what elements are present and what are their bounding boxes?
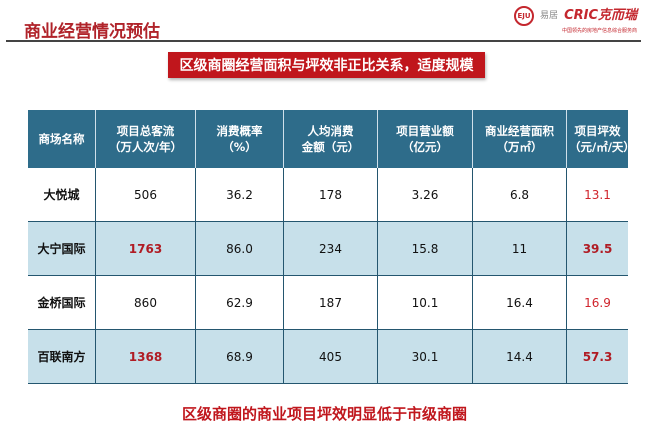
cell: 405 bbox=[283, 329, 378, 384]
cell-name: 大悦城 bbox=[28, 168, 96, 222]
cell-name: 大宁国际 bbox=[28, 221, 96, 276]
page-title: 商业经营情况预估 bbox=[24, 22, 160, 42]
cell: 1763 bbox=[95, 221, 196, 276]
table-row: 大宁国际 1763 86.0 234 15.8 11 39.5 bbox=[28, 221, 628, 276]
cell: 86.0 bbox=[195, 221, 284, 276]
col-header: 项目营业额 （亿元） bbox=[377, 110, 473, 168]
cell: 3.26 bbox=[377, 168, 473, 222]
col-header: 消费概率 （%） bbox=[195, 110, 284, 168]
yiju-logo: 易居 bbox=[540, 11, 559, 21]
cell: 68.9 bbox=[195, 329, 284, 384]
cell: 6.8 bbox=[472, 168, 567, 222]
cell-efficiency: 57.3 bbox=[566, 329, 628, 384]
cell: 15.8 bbox=[377, 221, 473, 276]
table-row: 百联南方 1368 68.9 405 30.1 14.4 57.3 bbox=[28, 329, 628, 384]
cell: 860 bbox=[95, 275, 196, 330]
cell-efficiency: 13.1 bbox=[566, 168, 628, 222]
cric-tagline: 中国领先的房地产信息综合服务商 bbox=[561, 28, 637, 34]
headline-banner: 区级商圈经营面积与坪效非正比关系，适度规模 bbox=[168, 52, 485, 78]
cell-name: 金桥国际 bbox=[28, 275, 96, 330]
table-row: 金桥国际 860 62.9 187 10.1 16.4 16.9 bbox=[28, 275, 628, 330]
cell-efficiency: 39.5 bbox=[566, 221, 628, 276]
cell: 14.4 bbox=[472, 329, 567, 384]
col-header: 项目总客流 （万人次/年） bbox=[95, 110, 196, 168]
cell: 1368 bbox=[95, 329, 196, 384]
col-header: 商场名称 bbox=[28, 110, 96, 168]
cell: 11 bbox=[472, 221, 567, 276]
cell: 10.1 bbox=[377, 275, 473, 330]
data-table: 商场名称 项目总客流 （万人次/年） 消费概率 （%） 人均消费 金额（元） 项目营业… bbox=[28, 110, 635, 384]
cell: 16.4 bbox=[472, 275, 567, 330]
logo-group: EJU 易居 CRIC克而瑞 bbox=[514, 5, 637, 27]
col-header: 项目坪效 （元/㎡/天） bbox=[566, 110, 635, 168]
table-header-row: 商场名称 项目总客流 （万人次/年） 消费概率 （%） 人均消费 金额（元） 项目营业… bbox=[28, 110, 635, 168]
cell: 187 bbox=[283, 275, 378, 330]
col-header: 商业经营面积 （万㎡） bbox=[472, 110, 567, 168]
col-header: 人均消费 金额（元） bbox=[283, 110, 378, 168]
cell-name: 百联南方 bbox=[28, 329, 96, 384]
cell: 62.9 bbox=[195, 275, 284, 330]
conclusion-caption: 区级商圈的商业项目坪效明显低于市级商圈 bbox=[181, 405, 467, 423]
cell: 178 bbox=[283, 168, 378, 222]
cell: 30.1 bbox=[377, 329, 473, 384]
table-row: 大悦城 506 36.2 178 3.26 6.8 13.1 bbox=[28, 168, 628, 222]
logo-block: EJU 易居 CRIC克而瑞 中国领先的房地产信息综合服务商 bbox=[514, 5, 637, 35]
eju-logo: EJU bbox=[514, 6, 535, 26]
cell: 36.2 bbox=[195, 168, 284, 222]
cell: 506 bbox=[95, 168, 196, 222]
header-divider bbox=[6, 40, 641, 42]
cell-efficiency: 16.9 bbox=[566, 275, 628, 330]
cell: 234 bbox=[283, 221, 378, 276]
cric-logo: CRIC克而瑞 bbox=[564, 8, 637, 23]
